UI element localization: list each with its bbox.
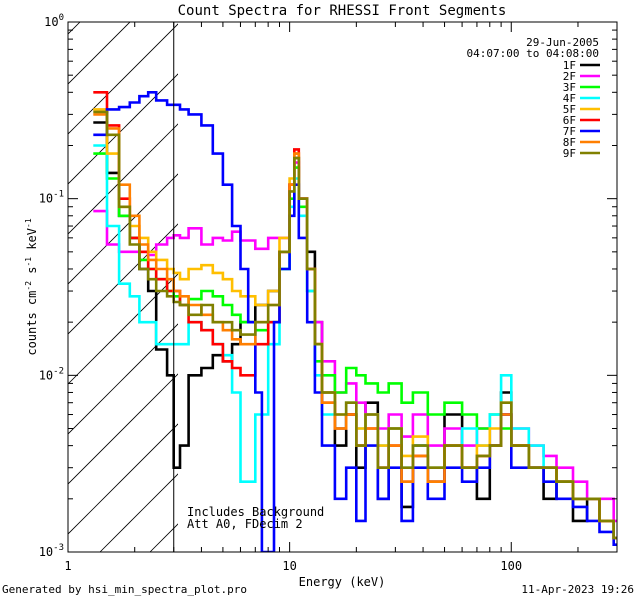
hatch-line [300, 0, 640, 552]
time-range-label: 04:07:00 to 04:08:00 [467, 47, 599, 60]
hatch-line [68, 373, 178, 485]
hatch-line [68, 173, 178, 285]
series-7F-line [93, 91, 617, 552]
hatch-line [450, 0, 640, 552]
plot-frame [67, 21, 618, 553]
hatch-line [600, 0, 640, 552]
legend-label-4F: 4F [563, 92, 576, 105]
hatch-line [400, 0, 640, 552]
legend-label-5F: 5F [563, 103, 576, 116]
legend-label-1F: 1F [563, 59, 576, 72]
y-tick-label: 100 [44, 13, 64, 29]
legend-label-9F: 9F [563, 147, 576, 160]
footer-generated-by: Generated by hsi_min_spectra_plot.pro [2, 583, 248, 596]
hatch-line [68, 123, 178, 235]
footer-timestamp: 11-Apr-2023 19:26 [521, 583, 634, 596]
legend-label-6F: 6F [563, 114, 576, 127]
hatch-line [68, 423, 178, 535]
x-tick-label: 1 [64, 559, 71, 573]
legend-label-7F: 7F [563, 125, 576, 138]
y-tick-label: 10-3 [39, 543, 64, 559]
hatch-line [68, 273, 178, 385]
chart-title: Count Spectra for RHESSI Front Segments [178, 3, 507, 19]
x-axis-label: Energy (keV) [299, 575, 386, 589]
x-tick-label: 10 [282, 559, 296, 573]
legend-label-3F: 3F [563, 81, 576, 94]
annotation-attenuator: Att A0, FDecim 2 [187, 517, 303, 531]
hatch-line [68, 23, 178, 135]
hatch-line [68, 22, 81, 35]
hatch-line [0, 0, 100, 552]
hatch-line [350, 0, 640, 552]
legend-label-2F: 2F [563, 70, 576, 83]
date-label: 29-Jun-2005 [526, 36, 599, 49]
y-axis-label: counts cm-2 s-1 keV-1 [24, 218, 39, 355]
y-tick-label: 10-1 [39, 190, 64, 206]
y-tick-label: 10-2 [39, 366, 64, 382]
annotation-background: Includes Background [187, 505, 324, 519]
hatch-line [68, 22, 131, 85]
legend-label-8F: 8F [563, 136, 576, 149]
x-tick-label: 100 [500, 559, 522, 573]
